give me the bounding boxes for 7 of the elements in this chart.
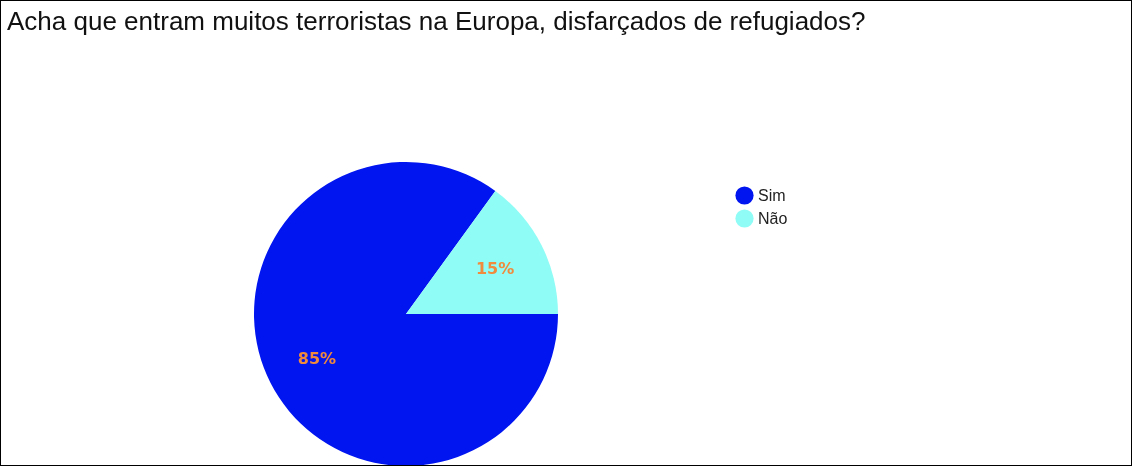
legend-label: Sim xyxy=(758,186,786,204)
data-label: 85% xyxy=(297,349,337,369)
chart-title: Acha que entram muitos terroristas na Europa, disfarçados de refugiados? xyxy=(7,6,866,36)
pie-slice xyxy=(254,162,558,465)
pie-slice xyxy=(406,191,558,314)
legend-label: Não xyxy=(758,209,788,227)
data-label: 15% xyxy=(475,258,515,278)
